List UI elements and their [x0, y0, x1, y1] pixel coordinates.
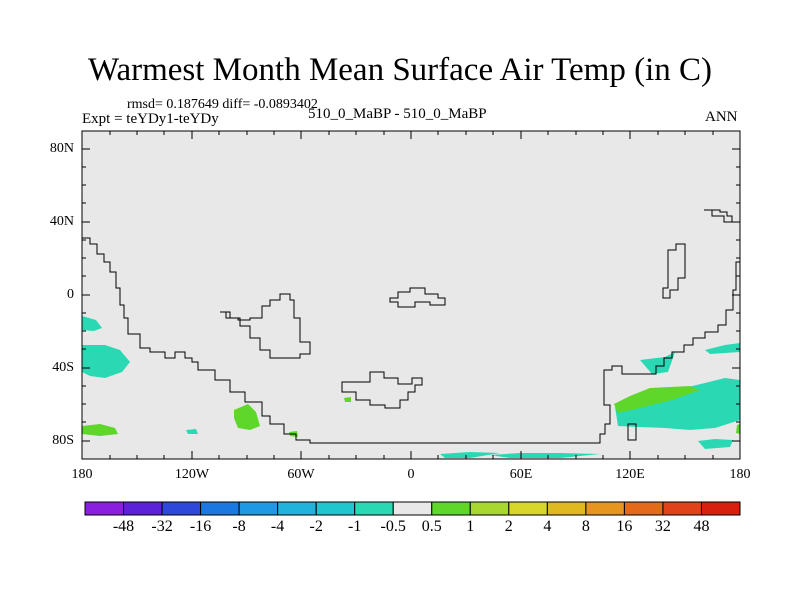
- coastlines: [82, 209, 741, 444]
- colorbar-label: -16: [189, 518, 212, 535]
- colorbar-swatch: [123, 501, 163, 516]
- colorbar-label: -8: [232, 518, 246, 535]
- lat-tick-marks: [82, 148, 740, 442]
- colorbar-label: -32: [151, 518, 173, 535]
- lat-label-40n: 40N: [49, 214, 74, 229]
- lon-label-180e: 180: [729, 467, 751, 482]
- lon-label-60w: 60W: [287, 467, 315, 482]
- colorbar-label: -4: [270, 518, 285, 535]
- colorbar-swatch: [315, 501, 356, 516]
- lat-label-eq: 0: [67, 287, 74, 302]
- colorbar-label: 16: [616, 518, 633, 535]
- colorbar-swatch: [200, 501, 240, 516]
- plot-title: Warmest Month Mean Surface Air Temp (in …: [87, 52, 713, 88]
- anomaly-patches: [82, 316, 740, 458]
- colorbar-swatch: [662, 501, 702, 516]
- warm-anomaly-patches: [82, 386, 740, 437]
- colorbar-swatch: [238, 501, 279, 516]
- lat-label-80s: 80S: [52, 433, 74, 448]
- colorbar-swatch: [508, 501, 548, 516]
- colorbar-swatch: [277, 501, 317, 516]
- colorbar-swatch: [585, 501, 625, 516]
- lon-tick-marks: [109, 131, 714, 459]
- period-label: ANN: [705, 109, 738, 125]
- colorbar-label: 32: [654, 518, 671, 535]
- lon-label-120e: 120E: [615, 467, 645, 482]
- lon-label-60e: 60E: [509, 467, 533, 482]
- colorbar-label: 4: [543, 518, 552, 535]
- lat-label-80n: 80N: [49, 141, 74, 156]
- colorbar-label: -0.5: [380, 518, 406, 535]
- colorbar: [84, 501, 741, 516]
- colorbar-swatch: [84, 501, 125, 516]
- lon-label-180w: 180: [71, 467, 93, 482]
- colorbar-swatch: [354, 501, 394, 516]
- colorbar-label: -1: [348, 518, 362, 535]
- colorbar-label: 48: [693, 518, 710, 535]
- colorbar-label: -48: [112, 518, 135, 535]
- colorbar-label: 8: [581, 518, 590, 535]
- lon-label-120w: 120W: [174, 467, 210, 482]
- lat-label-40s: 40S: [52, 360, 74, 375]
- lon-label-0: 0: [407, 467, 415, 482]
- colorbar-swatch: [392, 501, 433, 516]
- colorbar-label: -2: [309, 518, 323, 535]
- center-label: 510_0_MaBP - 510_0_MaBP: [308, 106, 487, 122]
- colorbar-swatch: [161, 501, 202, 516]
- colorbar-swatch: [623, 501, 664, 516]
- colorbar-swatch: [469, 501, 510, 516]
- colorbar-label: 0.5: [421, 518, 442, 535]
- colorbar-label: 2: [504, 518, 513, 535]
- colorbar-swatch: [700, 501, 741, 516]
- stats-label: rmsd= 0.187649 diff= -0.0893402: [127, 97, 318, 112]
- colorbar-swatch: [546, 501, 587, 516]
- experiment-label: Expt = teYDy1-teYDy: [82, 111, 219, 127]
- colorbar-swatch: [431, 501, 471, 516]
- colorbar-label: 1: [466, 518, 475, 535]
